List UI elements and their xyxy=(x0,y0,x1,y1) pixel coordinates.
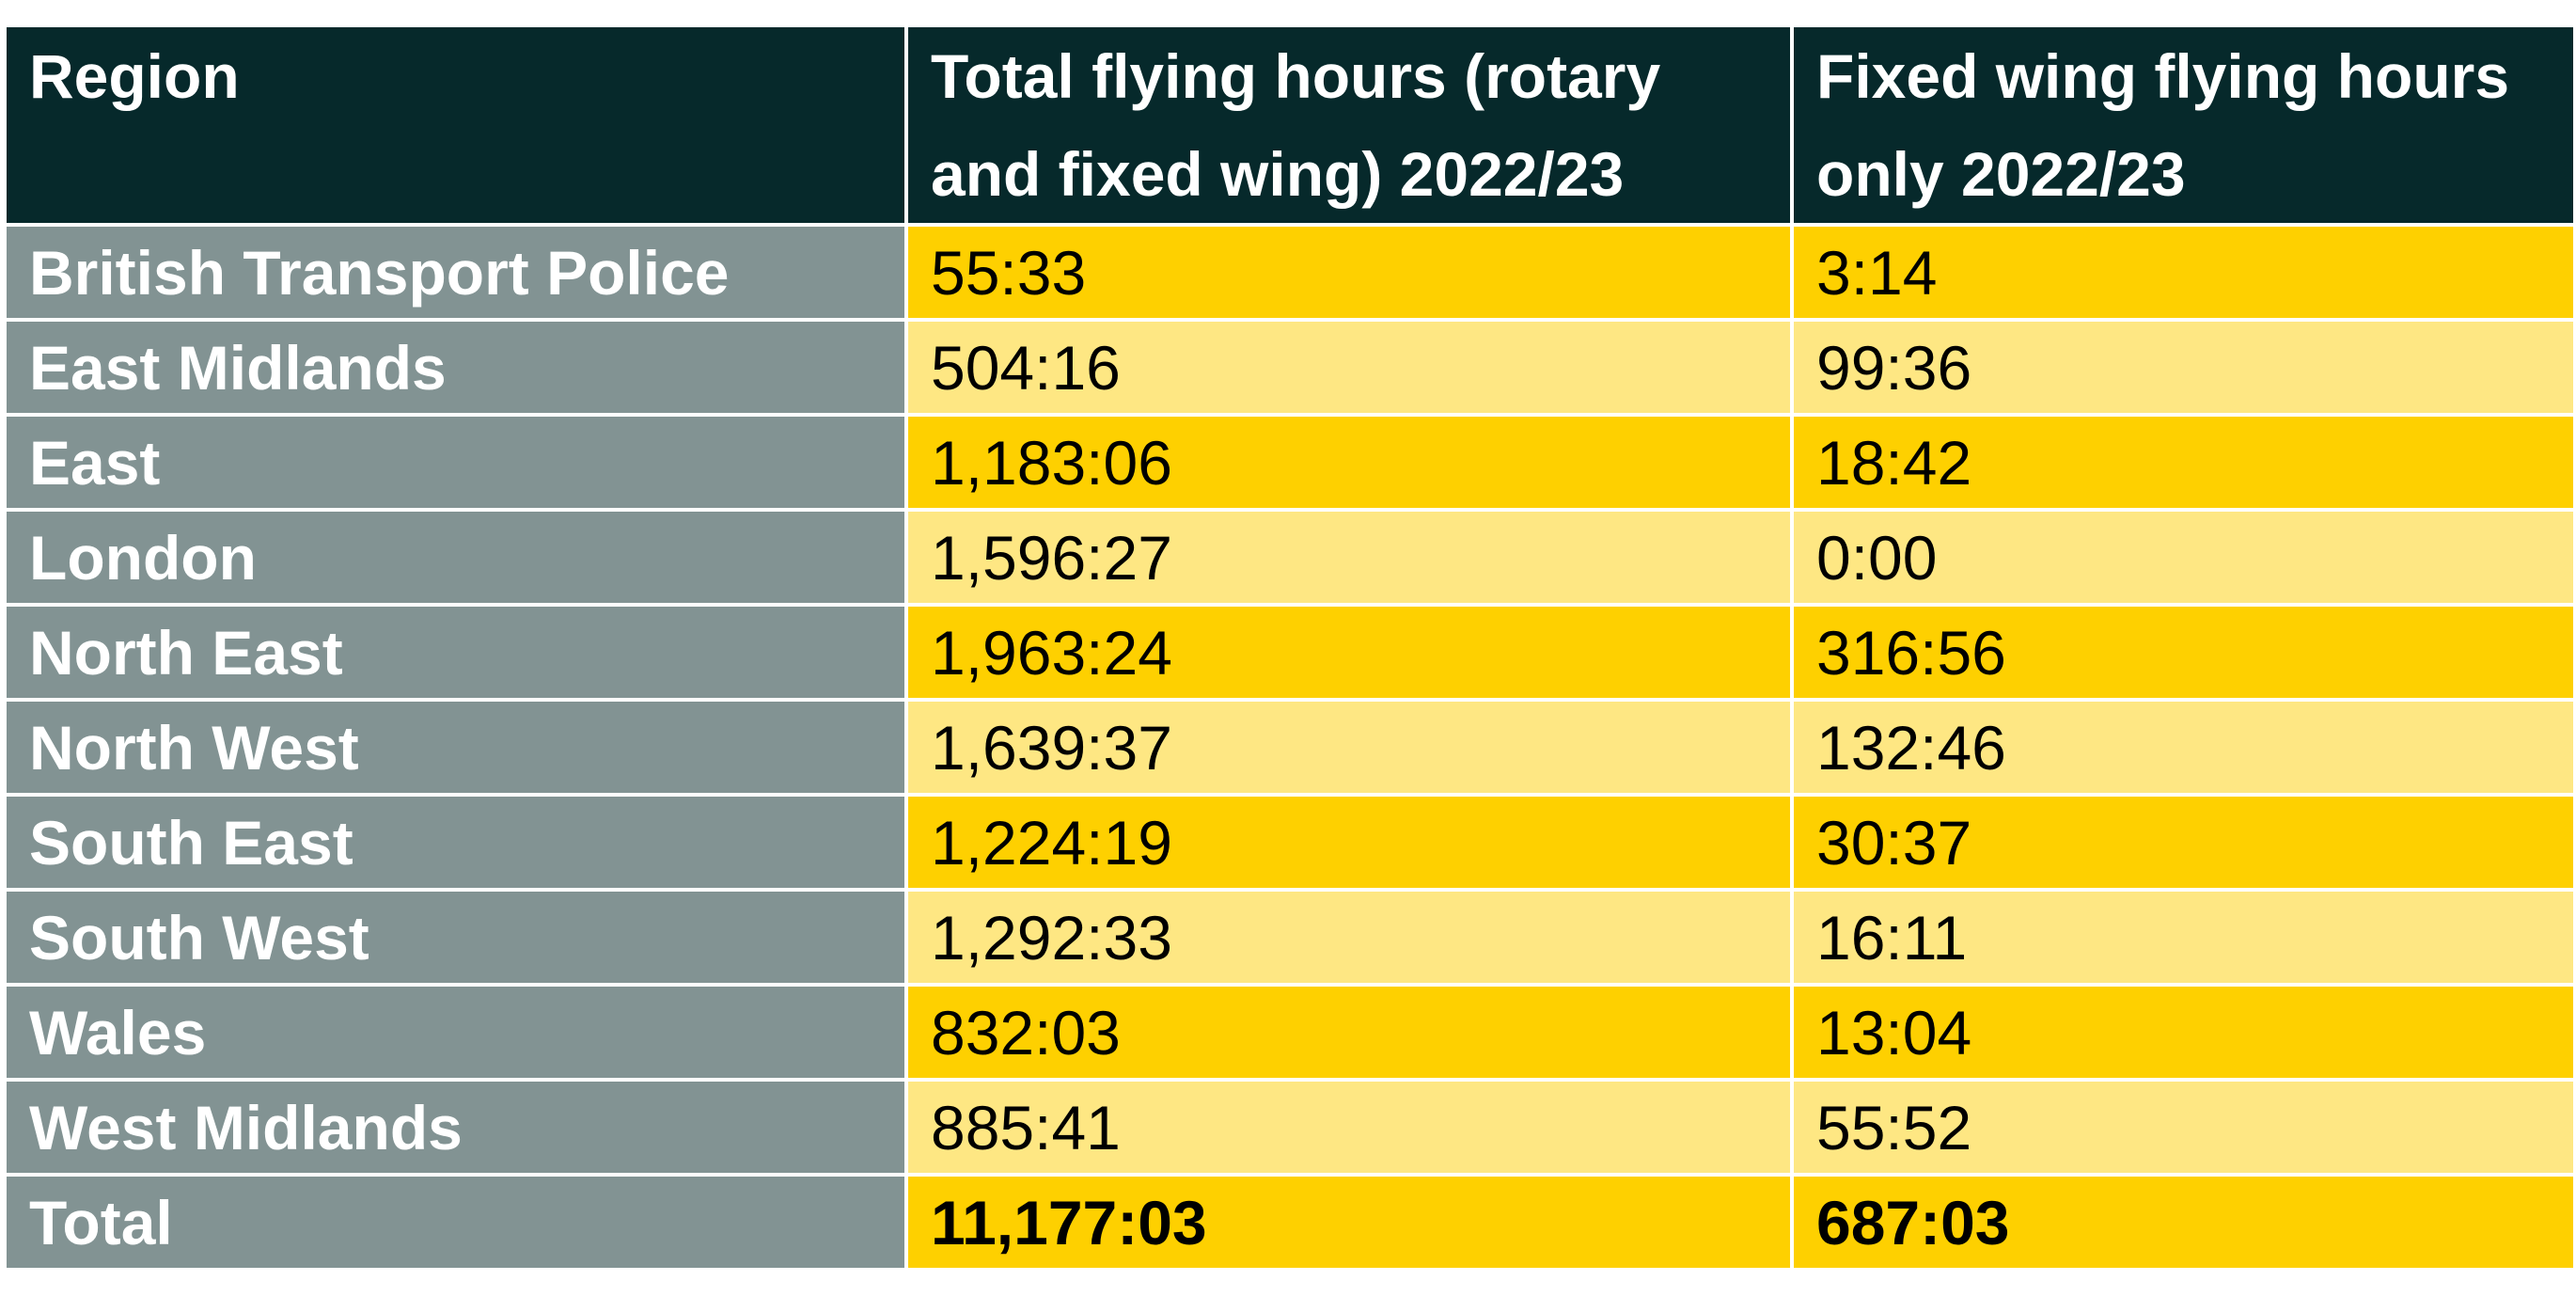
total-row: Total 11,177:03 687:03 xyxy=(3,1173,2576,1272)
table-row: West Midlands 885:41 55:52 xyxy=(3,1078,2576,1177)
table-row: East Midlands 504:16 99:36 xyxy=(3,318,2576,417)
total-hours-cell: 1,183:06 xyxy=(904,413,1794,512)
total-hours-cell: 885:41 xyxy=(904,1078,1794,1177)
header-total-flying-hours: Total flying hours (rotary and fixed win… xyxy=(904,24,1794,227)
region-cell: South West xyxy=(3,888,908,987)
region-cell: London xyxy=(3,508,908,607)
fixed-wing-hours-sum-cell: 687:03 xyxy=(1790,1173,2576,1272)
region-cell: South East xyxy=(3,793,908,892)
total-hours-cell: 1,292:33 xyxy=(904,888,1794,987)
table-row: South East 1,224:19 30:37 xyxy=(3,793,2576,892)
region-cell: North West xyxy=(3,698,908,797)
fixed-wing-hours-cell: 316:56 xyxy=(1790,603,2576,702)
total-hours-cell: 1,639:37 xyxy=(904,698,1794,797)
region-cell: North East xyxy=(3,603,908,702)
fixed-wing-hours-cell: 13:04 xyxy=(1790,983,2576,1082)
fixed-wing-hours-cell: 99:36 xyxy=(1790,318,2576,417)
table-row: British Transport Police 55:33 3:14 xyxy=(3,223,2576,322)
table-row: East 1,183:06 18:42 xyxy=(3,413,2576,512)
flying-hours-table: Region Total flying hours (rotary and fi… xyxy=(3,24,2576,1272)
table-row: North East 1,963:24 316:56 xyxy=(3,603,2576,702)
region-cell: British Transport Police xyxy=(3,223,908,322)
fixed-wing-hours-cell: 16:11 xyxy=(1790,888,2576,987)
fixed-wing-hours-cell: 55:52 xyxy=(1790,1078,2576,1177)
table-row: North West 1,639:37 132:46 xyxy=(3,698,2576,797)
region-cell: East xyxy=(3,413,908,512)
table-row: London 1,596:27 0:00 xyxy=(3,508,2576,607)
header-row: Region Total flying hours (rotary and fi… xyxy=(3,24,2576,227)
header-fixed-wing-hours: Fixed wing flying hours only 2022/23 xyxy=(1790,24,2576,227)
fixed-wing-hours-cell: 3:14 xyxy=(1790,223,2576,322)
region-cell: East Midlands xyxy=(3,318,908,417)
fixed-wing-hours-cell: 0:00 xyxy=(1790,508,2576,607)
total-hours-cell: 832:03 xyxy=(904,983,1794,1082)
total-hours-cell: 1,224:19 xyxy=(904,793,1794,892)
total-hours-cell: 1,963:24 xyxy=(904,603,1794,702)
total-hours-cell: 55:33 xyxy=(904,223,1794,322)
total-hours-cell: 1,596:27 xyxy=(904,508,1794,607)
table-row: South West 1,292:33 16:11 xyxy=(3,888,2576,987)
total-region-cell: Total xyxy=(3,1173,908,1272)
total-hours-cell: 504:16 xyxy=(904,318,1794,417)
total-hours-sum-cell: 11,177:03 xyxy=(904,1173,1794,1272)
region-cell: West Midlands xyxy=(3,1078,908,1177)
table-row: Wales 832:03 13:04 xyxy=(3,983,2576,1082)
fixed-wing-hours-cell: 30:37 xyxy=(1790,793,2576,892)
fixed-wing-hours-cell: 132:46 xyxy=(1790,698,2576,797)
header-region: Region xyxy=(3,24,908,227)
region-cell: Wales xyxy=(3,983,908,1082)
fixed-wing-hours-cell: 18:42 xyxy=(1790,413,2576,512)
